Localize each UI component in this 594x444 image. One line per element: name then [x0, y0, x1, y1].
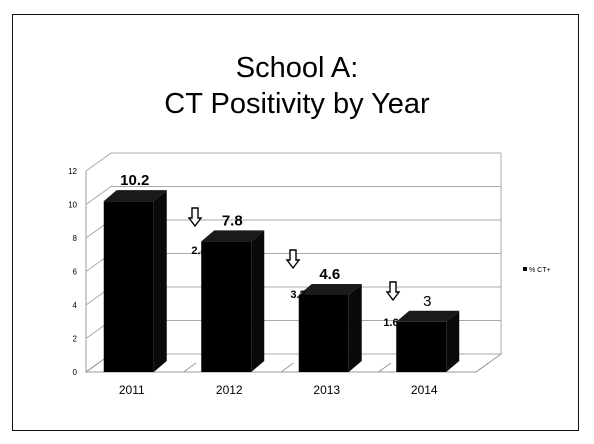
y-tick-label: 6 [73, 268, 78, 277]
bar-2011 [103, 201, 154, 372]
title-line-1: School A: [235, 52, 359, 84]
x-tick-label: 2012 [216, 383, 243, 397]
y-tick-label: 10 [68, 201, 77, 210]
gridline [85, 152, 501, 172]
gridline [85, 186, 501, 205]
x-tick [378, 362, 392, 373]
y-tick-label: 8 [73, 234, 78, 243]
bar-side-2011 [153, 190, 167, 372]
title-line-2: CT Positivity by Year [164, 88, 430, 120]
data-label: 4.6 [319, 266, 340, 283]
bar-side-2014 [446, 310, 460, 372]
x-tick [280, 362, 294, 373]
down-arrow-icon [187, 207, 203, 228]
data-label: 10.2 [120, 172, 149, 189]
difference-label: 2.4 [191, 245, 207, 257]
bar-top-2012 [201, 230, 265, 242]
legend-swatch [523, 267, 527, 271]
y-tick-label: 2 [73, 335, 78, 344]
bar-top-2014 [396, 310, 460, 322]
y-tick-label: 0 [73, 368, 78, 377]
x-tick-label: 2011 [119, 383, 145, 397]
x-tick [475, 362, 489, 373]
y-tick-label: 4 [73, 301, 78, 310]
legend-label: % CT+ [529, 267, 551, 274]
bar-side-2013 [348, 283, 362, 372]
difference-label: 3.2 [290, 289, 305, 301]
data-label: 7.8 [222, 212, 243, 229]
slide-border [12, 14, 579, 431]
slide-title: School A: CT Positivity by Year [0, 50, 594, 122]
bar-top-2013 [298, 283, 362, 295]
x-tick-label: 2014 [411, 383, 438, 397]
y-tick-label: 12 [68, 167, 77, 176]
down-arrow-icon [385, 281, 401, 302]
bar-2014 [396, 321, 447, 372]
difference-label: 1.6 [383, 317, 398, 329]
x-tick-label: 2013 [313, 383, 340, 397]
data-label: 3 [423, 293, 431, 310]
bar-side-2012 [251, 230, 265, 372]
x-tick [183, 362, 197, 373]
x-tick [85, 362, 99, 373]
down-arrow-icon [285, 249, 301, 270]
bar-2012 [201, 241, 252, 372]
bar-top-2011 [103, 190, 167, 202]
bar-2013 [298, 294, 349, 372]
